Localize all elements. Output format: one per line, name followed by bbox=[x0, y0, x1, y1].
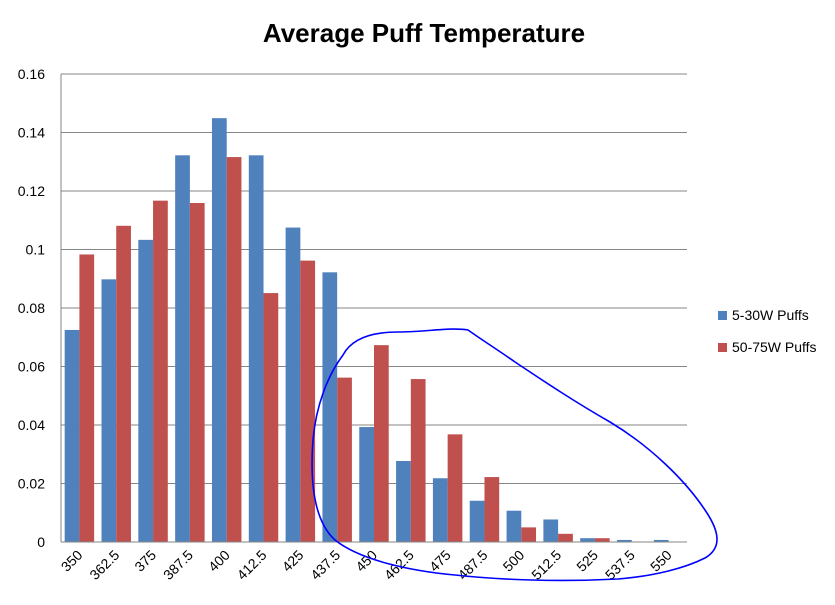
bars bbox=[64, 118, 669, 542]
legend-swatch-5-30w bbox=[718, 311, 727, 320]
bar-series-1-500 bbox=[521, 527, 537, 542]
bar-series-0-387.5 bbox=[175, 155, 190, 542]
x-tick-label: 437.5 bbox=[307, 547, 343, 583]
bar-series-1-412.5 bbox=[263, 293, 279, 542]
bar-series-1-462.5 bbox=[410, 379, 426, 542]
y-tick-label: 0.14 bbox=[18, 125, 45, 141]
x-tick-label: 512.5 bbox=[528, 547, 564, 583]
bar-series-1-387.5 bbox=[189, 202, 205, 542]
x-tick-label: 500 bbox=[500, 547, 528, 575]
bar-series-0-475 bbox=[432, 478, 448, 542]
bar-series-0-550 bbox=[653, 539, 669, 542]
legend-label-5-30w: 5-30W Puffs bbox=[732, 307, 809, 323]
y-tick-label: 0 bbox=[37, 534, 45, 550]
bar-series-0-525 bbox=[580, 538, 595, 542]
bar-series-1-475 bbox=[447, 434, 463, 542]
bar-series-0-512.5 bbox=[543, 519, 559, 542]
bar-series-1-450 bbox=[374, 345, 389, 542]
bar-series-1-350 bbox=[79, 254, 95, 542]
bar-series-1-400 bbox=[226, 157, 242, 542]
x-tick-label: 525 bbox=[573, 547, 601, 575]
y-tick-label: 0.08 bbox=[18, 300, 45, 316]
y-tick-label: 0.1 bbox=[26, 242, 46, 258]
bar-series-0-425 bbox=[285, 227, 301, 542]
x-tick-label: 425 bbox=[279, 547, 307, 575]
bar-series-1-425 bbox=[300, 260, 316, 542]
x-tick-label: 362.5 bbox=[86, 547, 122, 583]
x-tick-label: 412.5 bbox=[234, 547, 270, 583]
bar-series-0-537.5 bbox=[617, 539, 632, 542]
y-tick-label: 0.06 bbox=[18, 359, 45, 375]
bar-series-0-500 bbox=[506, 510, 522, 542]
bar-series-0-462.5 bbox=[396, 460, 411, 542]
bar-series-1-512.5 bbox=[558, 533, 573, 542]
y-tick-label: 0.02 bbox=[18, 476, 45, 492]
bar-series-0-400 bbox=[211, 118, 227, 542]
y-axis-ticks: 0 0.02 0.04 0.06 0.08 0.1 0.12 0.14 0.16 bbox=[18, 66, 45, 550]
bar-series-0-362.5 bbox=[101, 279, 117, 542]
bar-series-1-525 bbox=[594, 538, 610, 542]
y-tick-label: 0.12 bbox=[18, 183, 45, 199]
legend: 5-30W Puffs 50-75W Puffs bbox=[718, 307, 817, 355]
x-tick-label: 350 bbox=[58, 547, 86, 575]
x-tick-label: 475 bbox=[426, 547, 454, 575]
bar-series-1-375 bbox=[153, 200, 168, 542]
bar-series-0-487.5 bbox=[469, 500, 485, 542]
x-axis-ticks: 350 362.5 375 387.5 400 412.5 425 437.5 450 462.5… bbox=[58, 547, 675, 583]
x-tick-label: 462.5 bbox=[381, 547, 417, 583]
bar-series-1-437.5 bbox=[337, 377, 352, 542]
legend-label-50-75w: 50-75W Puffs bbox=[732, 339, 817, 355]
chart-title: Average Puff Temperature bbox=[263, 18, 585, 48]
legend-swatch-50-75w bbox=[718, 343, 727, 352]
hand-drawn-annotation-loop bbox=[311, 328, 718, 582]
x-tick-label: 400 bbox=[205, 547, 233, 575]
bar-series-0-437.5 bbox=[322, 272, 338, 542]
x-tick-label: 387.5 bbox=[160, 547, 196, 583]
y-tick-label: 0.04 bbox=[18, 417, 45, 433]
bar-series-0-412.5 bbox=[248, 155, 264, 542]
y-tick-label: 0.16 bbox=[18, 66, 45, 82]
bar-series-1-487.5 bbox=[484, 477, 500, 542]
bar-series-0-450 bbox=[359, 427, 374, 542]
bar-series-0-375 bbox=[138, 239, 154, 542]
bar-series-1-362.5 bbox=[116, 225, 131, 542]
x-tick-label: 375 bbox=[131, 547, 159, 575]
bar-series-0-350 bbox=[64, 329, 80, 542]
